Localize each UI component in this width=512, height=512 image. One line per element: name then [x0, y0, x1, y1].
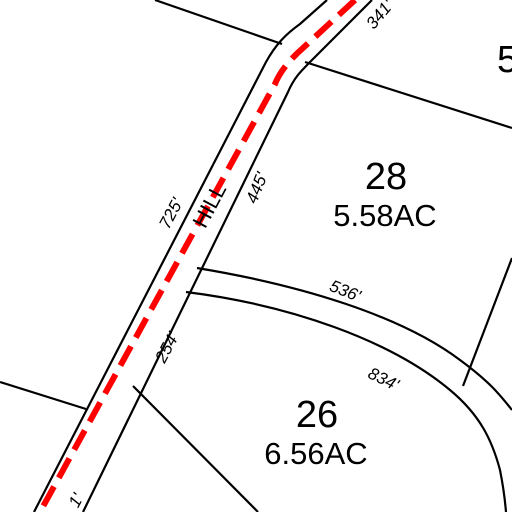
side-road-north-edge	[196, 266, 512, 411]
boundary-line-left	[0, 380, 87, 411]
dimension-834: 834'	[365, 364, 402, 395]
main-road-east-edge	[82, 0, 373, 512]
boundary-line-lot28-east	[461, 257, 512, 387]
lot-26-area: 6.56AC	[264, 436, 367, 471]
lot-28-number: 28	[365, 156, 407, 198]
main-road-centerline	[37, 0, 358, 512]
boundary-line-lot28-north	[304, 60, 512, 130]
lot-28-area: 5.58AC	[333, 198, 436, 233]
boundary-line-top-left	[154, 0, 283, 46]
boundary-line-lot26-west	[132, 385, 259, 512]
dimension-536: 536'	[327, 276, 364, 306]
main-road-west-edge	[33, 0, 328, 512]
side-road-south-edge	[185, 290, 508, 512]
partial-lot-label: 5	[497, 39, 512, 81]
lot-26-number: 26	[296, 394, 338, 436]
